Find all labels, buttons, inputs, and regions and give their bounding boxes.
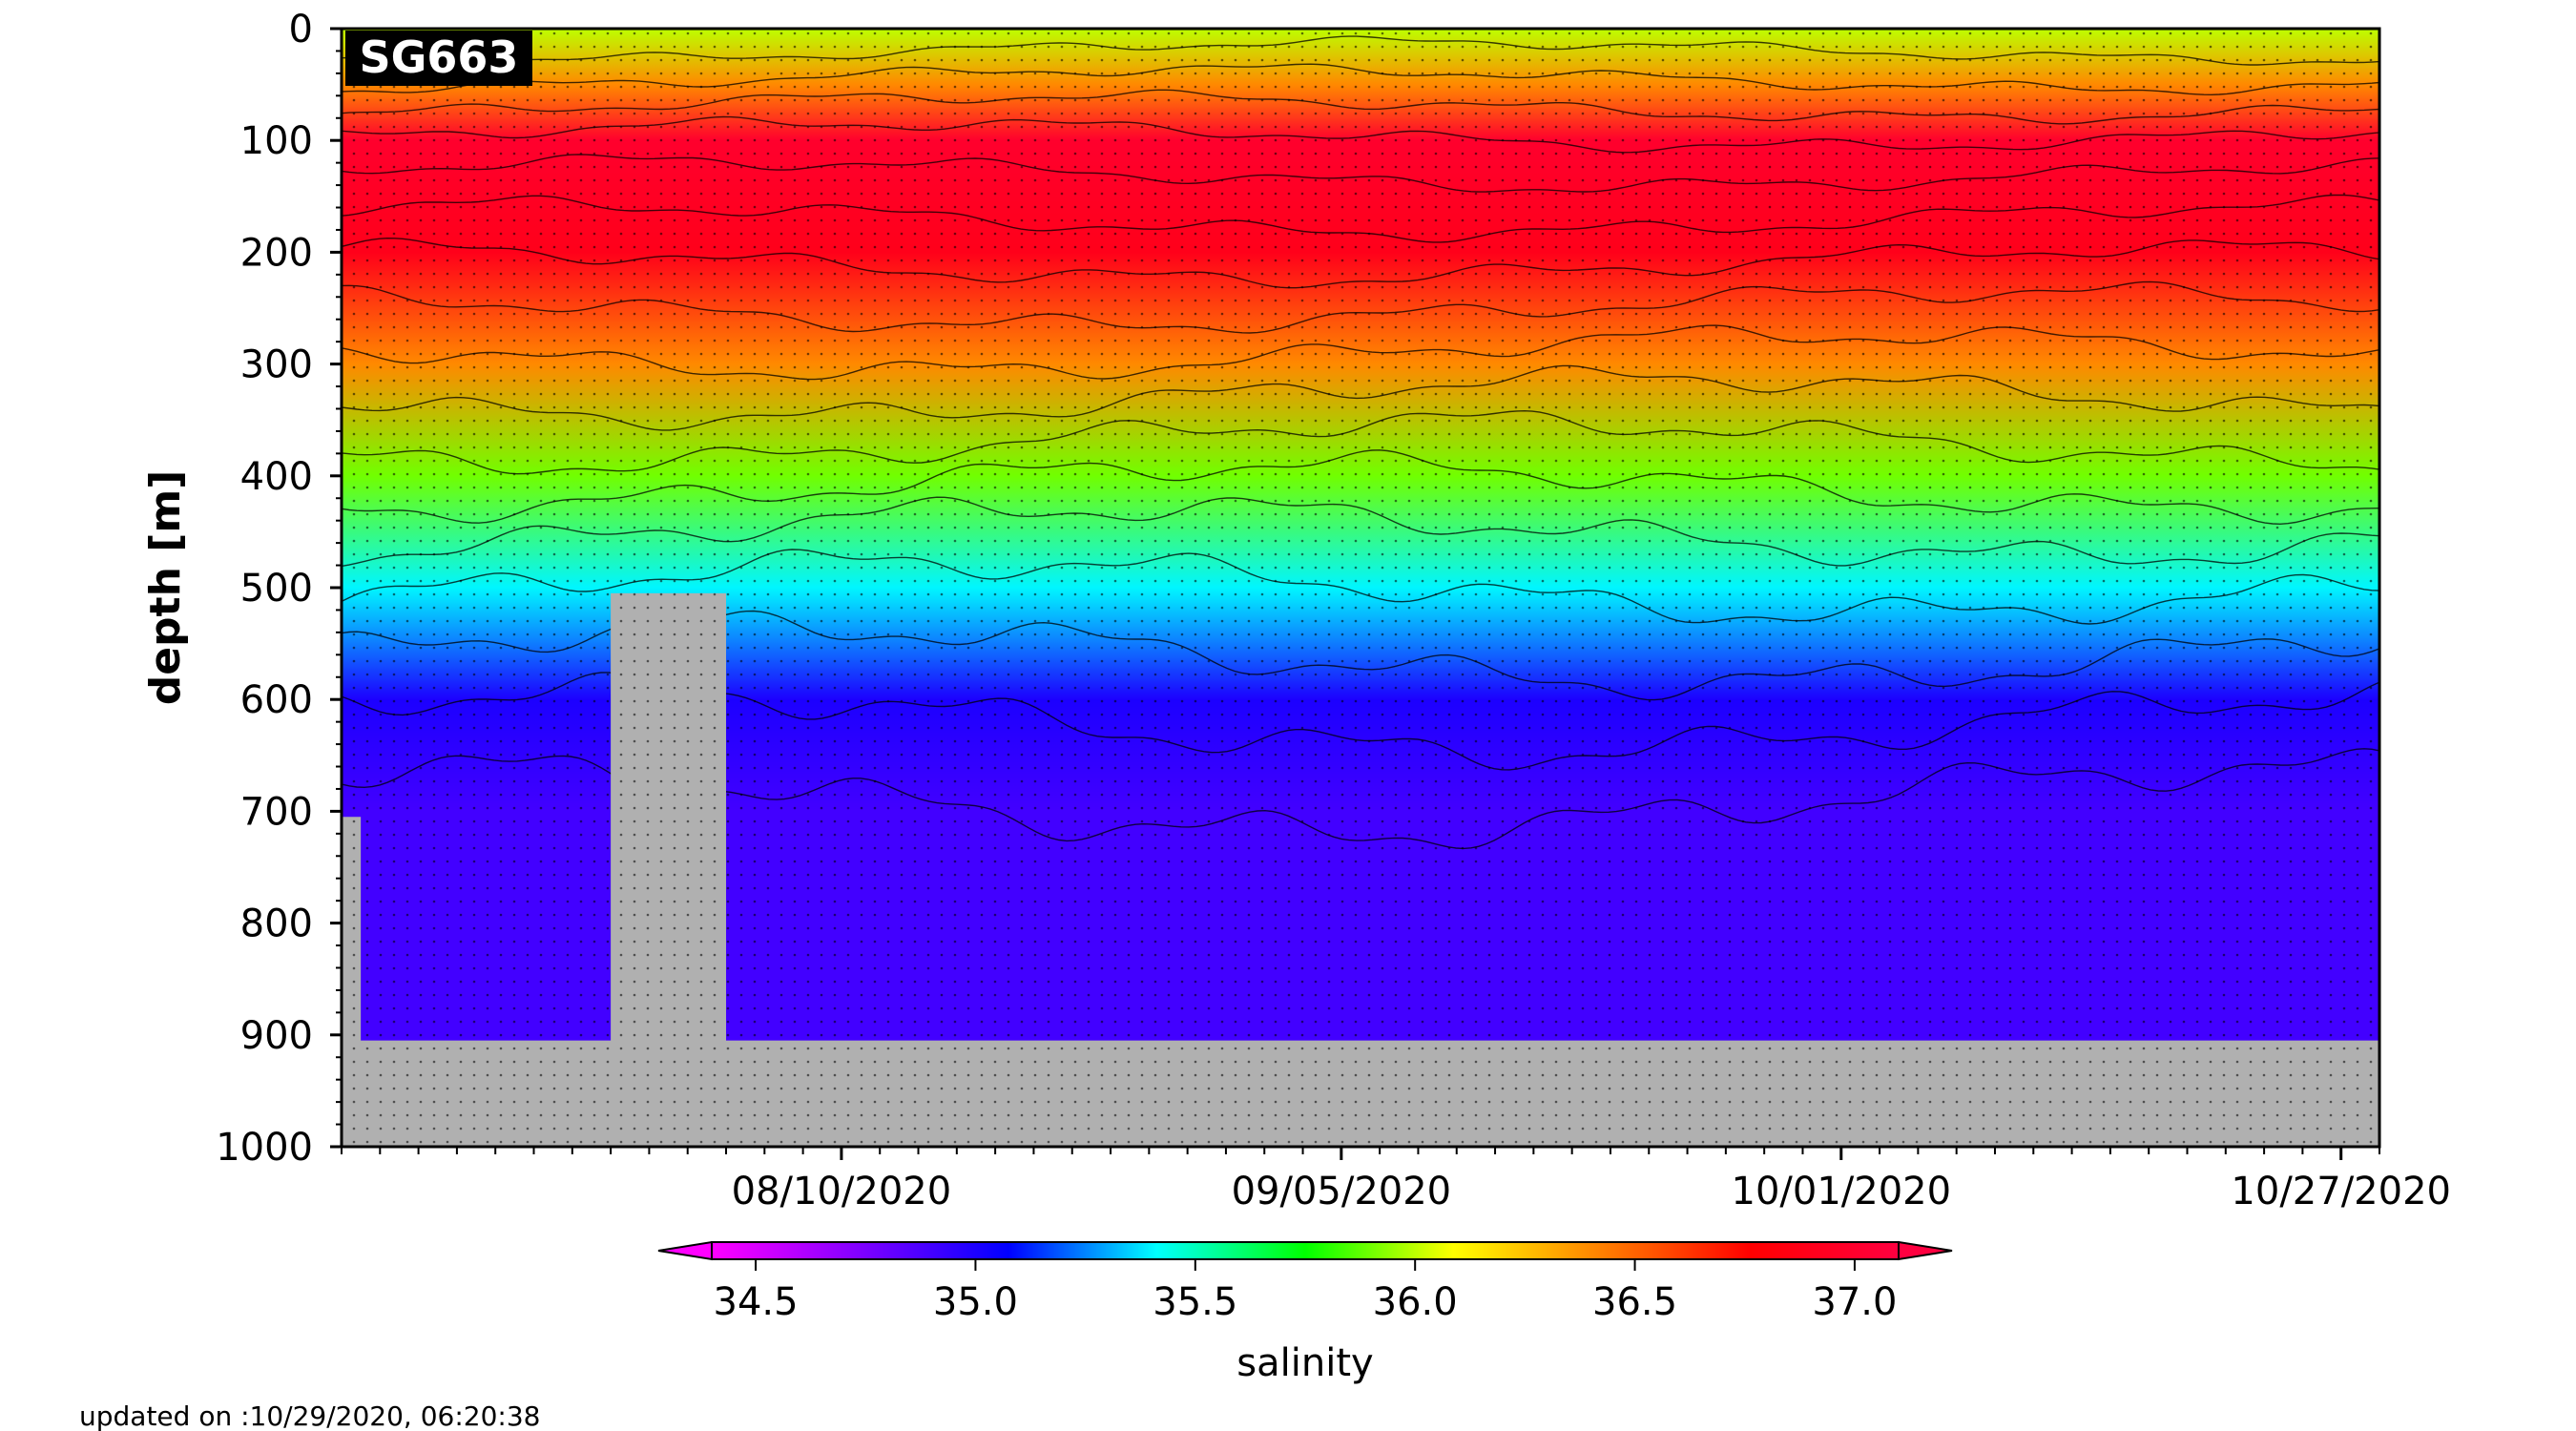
bottom-mask-dots bbox=[342, 1040, 2379, 1147]
isohaline-contour bbox=[342, 237, 2379, 289]
x-axis: 08/10/2020 09/05/2020 10/01/2020 10/27/2020 bbox=[341, 1147, 2451, 1213]
colorbar-body bbox=[711, 1241, 1900, 1260]
isohaline-contour bbox=[342, 280, 2379, 334]
x-tick-label: 10/27/2020 bbox=[2231, 1170, 2451, 1213]
y-tick-label: 400 bbox=[240, 455, 313, 499]
y-tick-label: 1000 bbox=[216, 1126, 313, 1170]
y-tick-label: 800 bbox=[240, 902, 313, 946]
x-tick-label: 08/10/2020 bbox=[732, 1170, 952, 1213]
colorbar-tick-label: 37.0 bbox=[1812, 1280, 1897, 1324]
isohaline-contours bbox=[342, 35, 2379, 850]
y-axis: 0 100 200 300 400 500 600 700 800 900 1000 bbox=[216, 8, 342, 1170]
colorbar-extend-high bbox=[1898, 1240, 1953, 1261]
colorbar: 34.5 35.0 35.5 36.0 36.5 37.0 salinity bbox=[657, 1240, 1953, 1385]
y-tick-label: 500 bbox=[240, 567, 313, 611]
x-tick-label: 09/05/2020 bbox=[1232, 1170, 1452, 1213]
y-tick-label: 300 bbox=[240, 343, 313, 387]
isohaline-contour bbox=[342, 324, 2379, 381]
isohaline-contour bbox=[342, 194, 2379, 243]
isohaline-contour bbox=[342, 496, 2379, 568]
isohaline-contour bbox=[342, 115, 2379, 154]
y-tick-label: 700 bbox=[240, 790, 313, 834]
y-tick-label: 600 bbox=[240, 678, 313, 722]
y-tick-label: 0 bbox=[289, 8, 313, 52]
colorbar-label: salinity bbox=[1236, 1341, 1373, 1385]
colorbar-ticks: 34.5 35.0 35.5 36.0 36.5 37.0 bbox=[714, 1259, 1897, 1324]
colorbar-tick-label: 36.5 bbox=[1592, 1280, 1677, 1324]
isohaline-contour bbox=[342, 409, 2379, 475]
colorbar-tick-label: 34.5 bbox=[714, 1280, 799, 1324]
isohaline-contour bbox=[342, 89, 2379, 125]
isohaline-contour bbox=[342, 154, 2379, 193]
isohaline-contour bbox=[342, 549, 2379, 625]
isohaline-contour bbox=[342, 449, 2379, 526]
isohaline-contour bbox=[342, 63, 2379, 96]
colorbar-tick-label: 36.0 bbox=[1373, 1280, 1458, 1324]
y-axis-label: depth [m] bbox=[141, 470, 190, 706]
section-plot-area bbox=[342, 29, 2379, 1147]
y-tick-label: 100 bbox=[240, 119, 313, 163]
colorbar-extend-low bbox=[657, 1240, 713, 1261]
glider-badge: SG663 bbox=[360, 31, 519, 83]
y-tick-label: 200 bbox=[240, 231, 313, 275]
x-tick-label: 10/01/2020 bbox=[1732, 1170, 1952, 1213]
y-tick-label: 900 bbox=[240, 1014, 313, 1058]
isohaline-contour bbox=[342, 364, 2379, 431]
updated-timestamp: updated on :10/29/2020, 06:20:38 bbox=[79, 1400, 540, 1431]
glider-badge-background bbox=[345, 31, 532, 86]
colorbar-tick-label: 35.5 bbox=[1153, 1280, 1237, 1324]
colorbar-tick-label: 35.0 bbox=[933, 1280, 1018, 1324]
isohaline-contour bbox=[342, 35, 2379, 67]
